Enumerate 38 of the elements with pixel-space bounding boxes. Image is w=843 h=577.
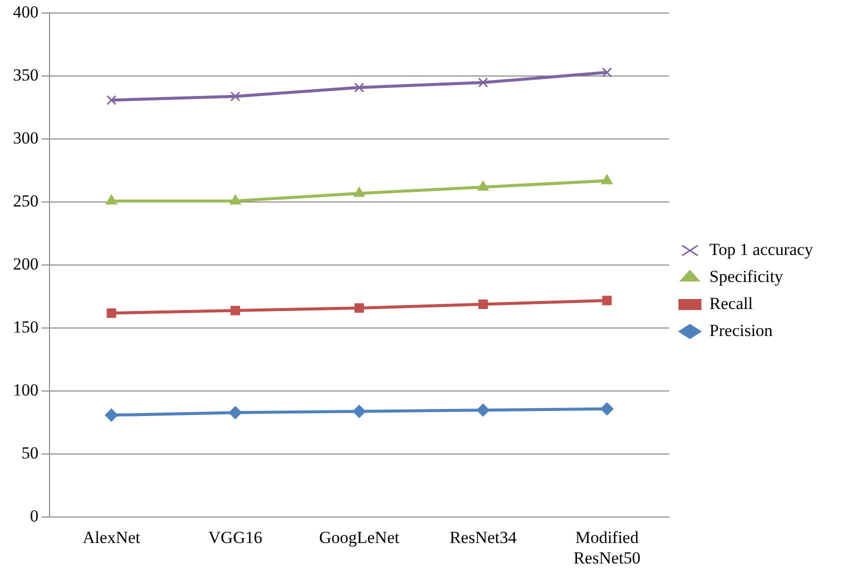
y-tick-label: 50 — [22, 444, 38, 463]
point — [354, 303, 364, 313]
point — [228, 406, 242, 420]
point — [354, 82, 364, 93]
point — [476, 404, 490, 417]
y-tick-label: 0 — [30, 506, 38, 526]
point — [106, 194, 118, 204]
point — [230, 194, 242, 204]
point — [602, 296, 612, 306]
legend-label: Specificity — [709, 266, 784, 286]
x-tick-label: GoogLeNet — [319, 528, 400, 547]
point — [230, 91, 240, 102]
y-tick-label: 100 — [13, 380, 38, 400]
y-tick-label: 300 — [13, 128, 38, 148]
point — [104, 408, 118, 422]
point — [601, 174, 613, 184]
y-tick-label: 400 — [13, 2, 38, 22]
x-tick-label: Modified ResNet50 — [573, 528, 640, 568]
point — [478, 300, 488, 310]
x-tick-label: VGG16 — [208, 528, 262, 547]
point — [602, 67, 612, 78]
point — [230, 306, 240, 316]
x-tick-label: ResNet34 — [450, 528, 518, 547]
point — [352, 404, 366, 418]
point — [106, 308, 116, 318]
legend-label: Recall — [709, 294, 754, 313]
x-tick-label: AlexNet — [82, 528, 141, 547]
y-tick-label: 250 — [13, 192, 38, 211]
y-tick-label: 200 — [13, 254, 38, 274]
point — [600, 402, 614, 416]
legend-label: Precision — [709, 320, 774, 340]
y-tick-label: 150 — [13, 318, 38, 337]
point — [478, 78, 488, 88]
legend-label: Top 1 accuracy — [709, 240, 814, 259]
y-tick-label: 350 — [13, 66, 38, 85]
point — [106, 95, 116, 106]
point — [354, 186, 365, 197]
point — [477, 180, 489, 191]
